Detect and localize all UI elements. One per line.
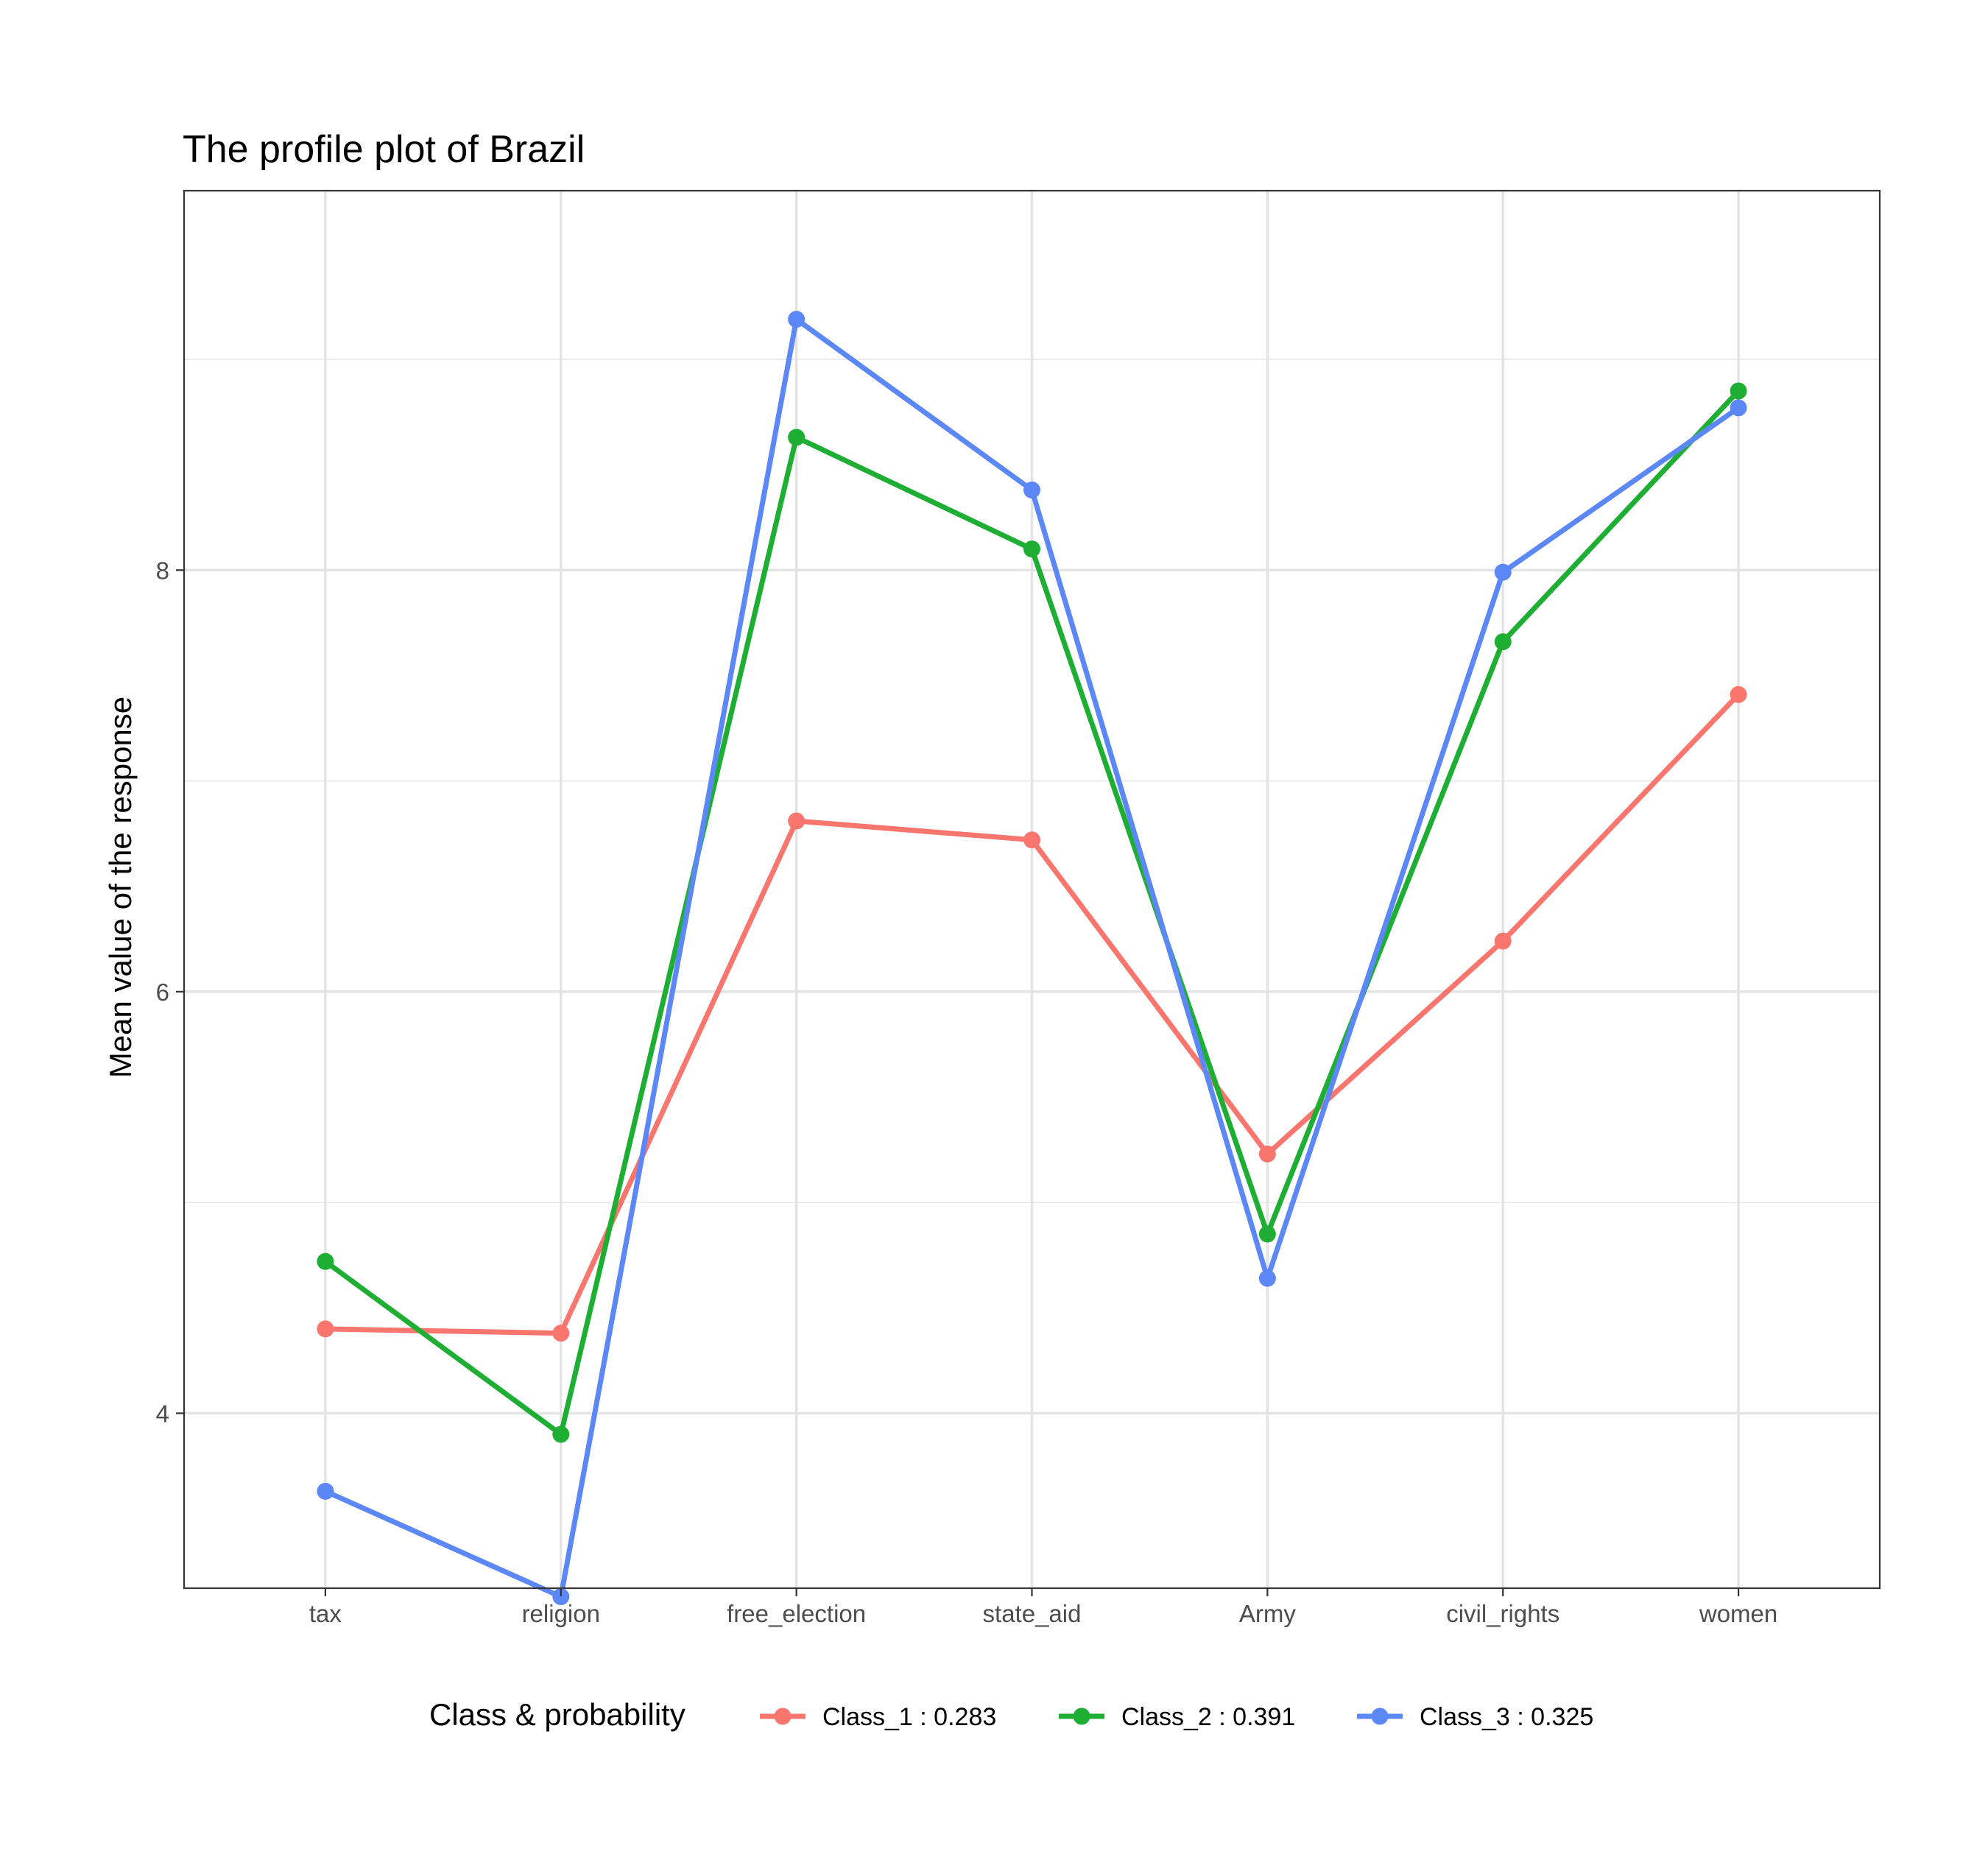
legend-label: Class_3 : 0.325 <box>1420 1703 1593 1731</box>
x-tick-label: state_aid <box>983 1600 1082 1627</box>
x-tick-label: Army <box>1239 1600 1296 1627</box>
data-point <box>1730 382 1747 400</box>
data-point <box>317 1482 334 1500</box>
data-point <box>1258 1225 1276 1243</box>
y-tick-label: 8 <box>156 557 169 584</box>
legend-item: Class_1 : 0.283 <box>760 1703 996 1731</box>
legend-key-point <box>1073 1707 1090 1725</box>
plot-series <box>317 311 1747 1605</box>
y-axis: 4 6 8 <box>156 557 184 1427</box>
data-point <box>1023 831 1040 849</box>
data-point <box>788 429 806 446</box>
data-point <box>552 1587 570 1605</box>
legend-key-point <box>1371 1707 1389 1725</box>
y-axis-title: Mean value of the response <box>103 697 138 1078</box>
data-point <box>1494 932 1512 950</box>
legend-items: Class_1 : 0.283 Class_2 : 0.391 Class_3 : … <box>760 1703 1593 1731</box>
legend-item: Class_3 : 0.325 <box>1357 1703 1593 1731</box>
series-3 <box>317 311 1747 1605</box>
data-point <box>552 1425 570 1443</box>
x-tick-label: women <box>1699 1600 1777 1627</box>
legend-key-point <box>774 1707 792 1725</box>
x-tick-label: tax <box>309 1600 342 1627</box>
data-point <box>788 311 806 328</box>
series-2 <box>317 382 1747 1443</box>
legend-title: Class & probability <box>429 1697 685 1732</box>
series-1 <box>317 685 1747 1342</box>
data-point <box>552 1325 570 1342</box>
x-tick-label: civil_rights <box>1446 1600 1559 1627</box>
legend: Class & probability Class_1 : 0.283 Class… <box>429 1697 1593 1732</box>
legend-label: Class_2 : 0.391 <box>1121 1703 1295 1731</box>
data-point <box>1023 482 1040 499</box>
data-point <box>317 1320 334 1338</box>
y-tick-label: 6 <box>156 979 169 1006</box>
data-point <box>1730 685 1747 703</box>
data-point <box>1023 540 1040 558</box>
data-point <box>1494 633 1512 651</box>
legend-label: Class_1 : 0.283 <box>822 1703 996 1731</box>
data-point <box>788 812 806 830</box>
data-point <box>1258 1145 1276 1163</box>
x-tick-label: religion <box>522 1600 600 1627</box>
data-point <box>317 1252 334 1270</box>
data-point <box>1494 563 1512 581</box>
x-tick-label: free_election <box>727 1600 866 1627</box>
data-point <box>1730 399 1747 417</box>
chart-title: The profile plot of Brazil <box>183 128 585 171</box>
plot-grid <box>184 191 1880 1588</box>
legend-item: Class_2 : 0.391 <box>1059 1703 1295 1731</box>
data-point <box>1258 1269 1276 1287</box>
x-axis: tax religion free_election state_aid Army civ… <box>309 1588 1777 1627</box>
y-tick-label: 4 <box>156 1400 169 1427</box>
